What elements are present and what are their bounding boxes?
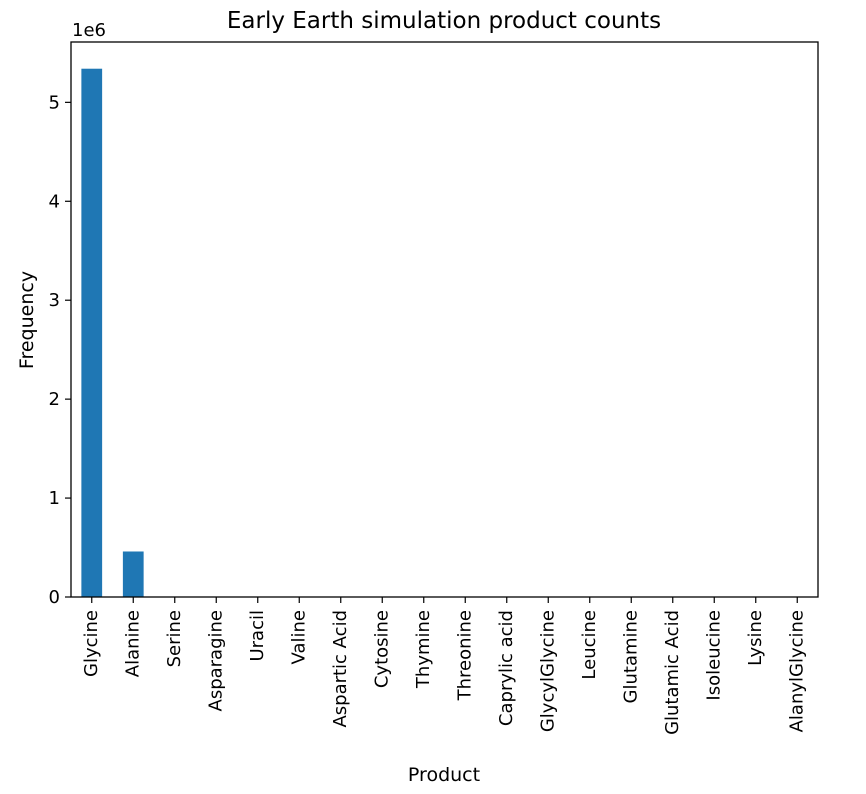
x-tick-label: Glutamine (620, 610, 641, 703)
x-tick-label: AlanylGlycine (786, 610, 807, 732)
y-tick-label: 5 (49, 92, 60, 113)
x-tick-label: Glutamic Acid (662, 610, 683, 735)
y-tick-label: 1 (49, 488, 60, 509)
x-tick-label: Caprylic acid (496, 610, 517, 726)
y-ticks-group: 0 1 2 3 4 5 (49, 92, 71, 608)
x-tick-label: Thymine (413, 610, 434, 689)
bars-group (81, 68, 144, 597)
x-tick-label: GlycylGlycine (537, 610, 558, 732)
y-tick-label: 0 (49, 587, 60, 608)
y-axis-offset-label: 1e6 (72, 20, 106, 41)
x-tick-label: Asparagine (205, 610, 226, 712)
x-tick-label: Serine (164, 610, 185, 667)
y-tick-label: 3 (49, 290, 60, 311)
x-tick-label: Leucine (579, 610, 600, 680)
chart-title: Early Earth simulation product counts (227, 8, 661, 34)
x-tick-label: Alanine (122, 610, 143, 677)
x-tick-label: Glycine (81, 610, 102, 677)
x-tick-label: Lysine (745, 610, 766, 666)
bar-alanine (122, 551, 144, 597)
x-tick-label: Cytosine (371, 610, 392, 688)
plot-frame (70, 41, 819, 598)
x-tick-label: Valine (288, 610, 309, 664)
x-tick-label: Uracil (247, 610, 268, 662)
y-tick-label: 2 (49, 389, 60, 410)
y-axis-label: Frequency (16, 271, 38, 369)
y-tick-label: 4 (49, 191, 60, 212)
x-ticks-group: Glycine Alanine Serine Asparagine Uracil Vali… (81, 597, 807, 735)
x-tick-label: Aspartic Acid (330, 610, 351, 728)
bar-glycine (81, 68, 103, 597)
x-tick-label: Isoleucine (703, 610, 724, 701)
x-axis-label: Product (408, 764, 480, 786)
x-tick-label: Threonine (454, 610, 475, 701)
